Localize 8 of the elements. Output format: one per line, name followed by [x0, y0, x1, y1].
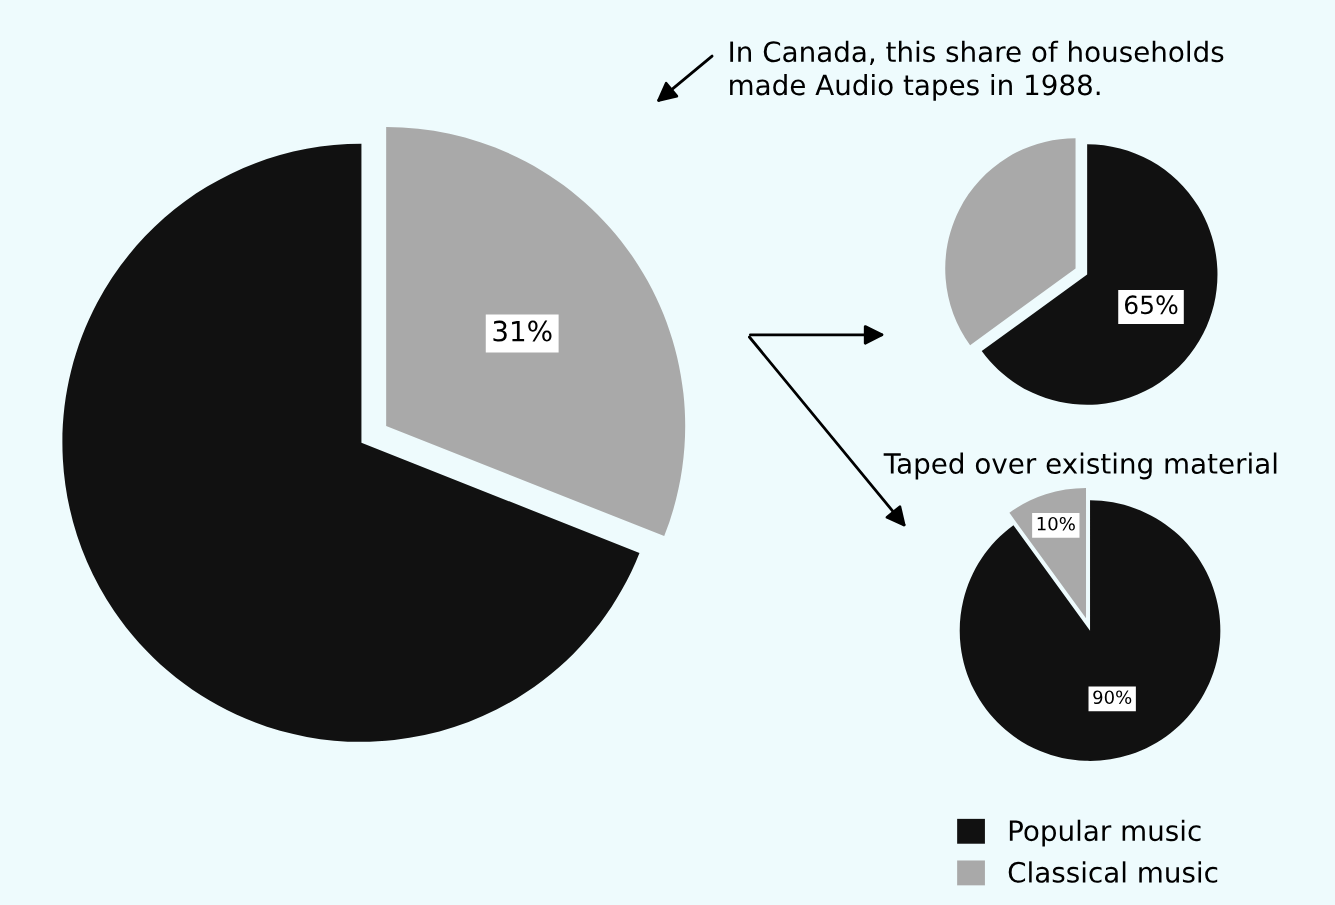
text: Taped over existing material [883, 452, 1277, 480]
legend-label: Popular music [1009, 819, 1201, 847]
text: In Canada, this share of households made Audio tapes in 1988. [730, 40, 1224, 101]
data-label: 65% [1124, 295, 1178, 315]
data-label: 90% [1093, 690, 1132, 705]
legend-label: Classical music [1008, 861, 1218, 883]
data-label: 31% [493, 320, 552, 342]
data-label: 10% [1037, 516, 1075, 531]
